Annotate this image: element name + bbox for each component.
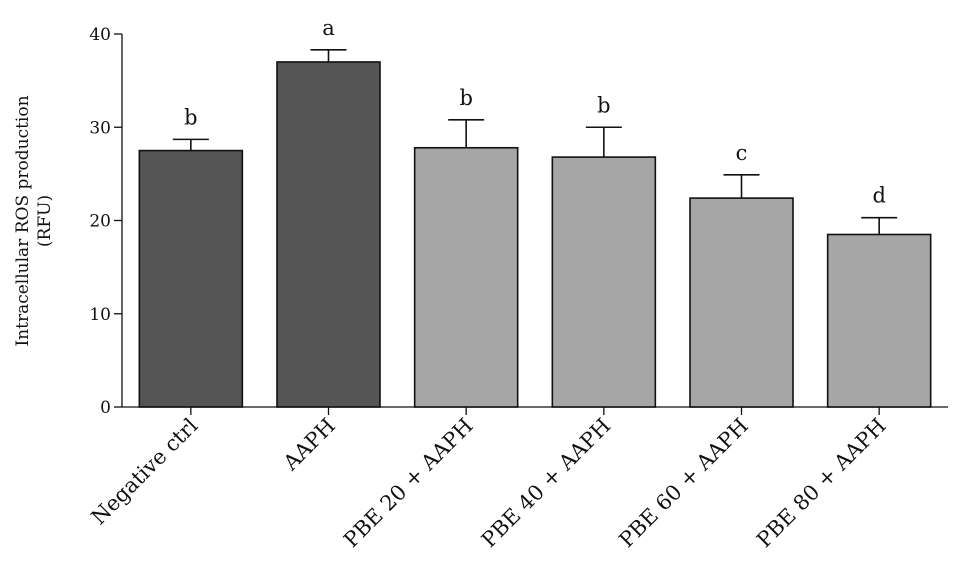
significance-label: d [872,184,885,208]
bar [138,149,244,408]
significance-label: b [459,86,472,110]
significance-label: b [184,105,197,129]
category-label: AAPH [278,414,340,476]
significance-label: b [597,93,610,117]
axes [114,33,948,415]
category-label: Negative ctrl [87,413,203,529]
y-axis-title-line1: Intracellular ROS production [13,95,33,346]
y-axis-title-line2: (RFU) [35,195,55,247]
significance-label: a [322,16,335,40]
y-tick-label: 20 [89,212,111,232]
bar [413,146,519,408]
bar [276,61,381,408]
y-tick-label: 30 [89,118,111,138]
bar [826,233,932,408]
y-tick-label: 0 [100,398,111,418]
category-label: PBE 40 + AAPH [477,414,616,553]
y-tick-label: 10 [89,305,111,325]
y-tick-label: 40 [89,25,111,45]
bar [689,197,794,408]
bar [551,156,657,408]
category-label: PBE 20 + AAPH [339,414,478,553]
significance-label: c [736,141,748,165]
category-label: PBE 80 + AAPH [752,414,891,553]
category-label: PBE 60 + AAPH [614,414,753,553]
y-axis-title: Intracellular ROS production (RFU) [13,95,55,346]
bars [138,49,932,408]
